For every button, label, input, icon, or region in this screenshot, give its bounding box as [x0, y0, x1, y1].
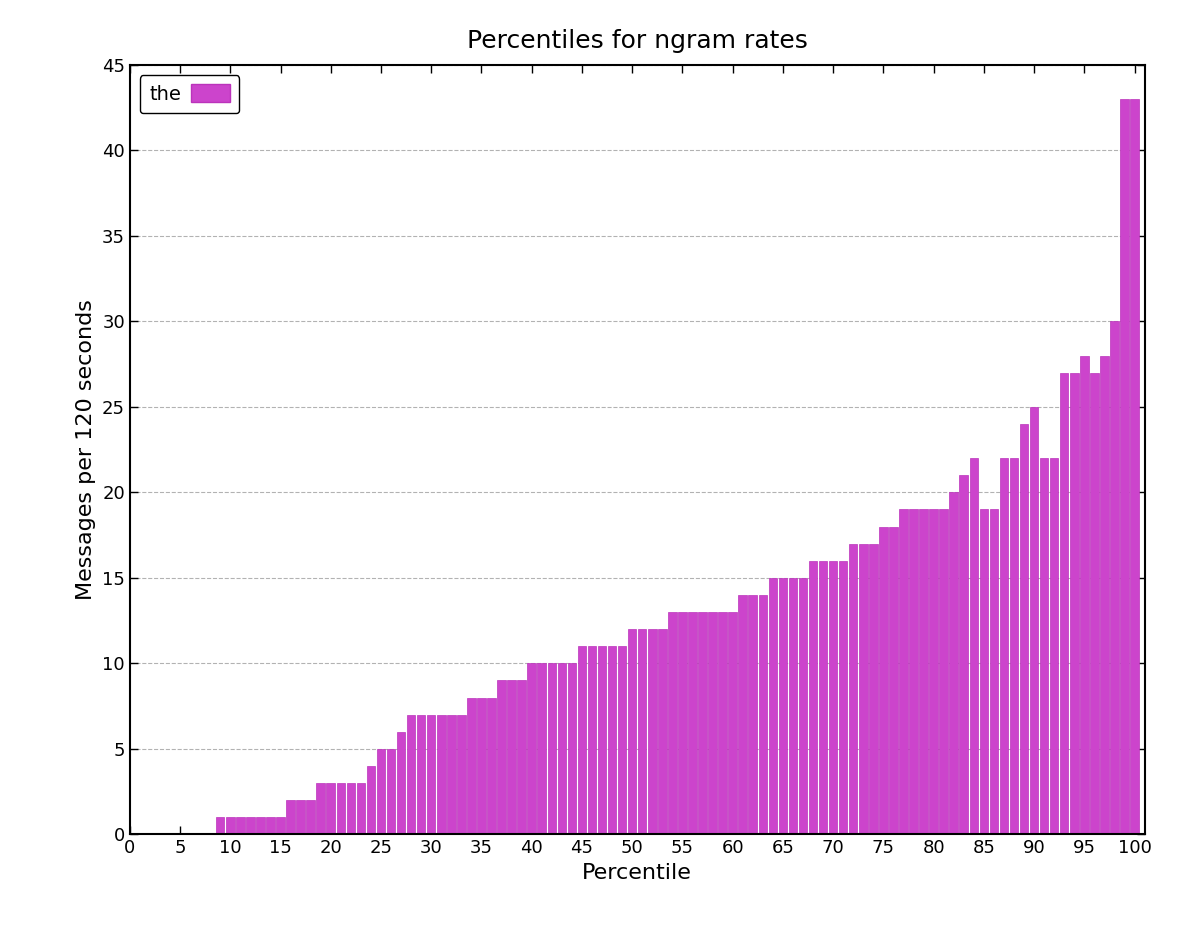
Bar — [497, 680, 506, 834]
Bar — [447, 715, 455, 834]
Bar — [376, 749, 385, 834]
Bar — [748, 595, 758, 834]
Bar — [396, 731, 406, 834]
Bar — [699, 612, 707, 834]
Bar — [548, 664, 556, 834]
Bar — [890, 527, 898, 834]
Bar — [628, 629, 636, 834]
Bar — [819, 561, 827, 834]
Bar — [970, 458, 978, 834]
Bar — [979, 510, 988, 834]
Bar — [537, 664, 546, 834]
Bar — [1040, 458, 1048, 834]
Bar — [367, 766, 375, 834]
Bar — [256, 818, 264, 834]
Bar — [417, 715, 426, 834]
Bar — [1120, 99, 1129, 834]
Bar — [316, 783, 324, 834]
Bar — [768, 578, 778, 834]
Bar — [950, 492, 958, 834]
Bar — [859, 543, 867, 834]
Bar — [437, 715, 446, 834]
Bar — [1090, 373, 1099, 834]
Bar — [1060, 373, 1069, 834]
Bar — [648, 629, 656, 834]
Bar — [1100, 356, 1109, 834]
Bar — [708, 612, 716, 834]
Bar — [296, 800, 304, 834]
Bar — [517, 680, 526, 834]
Bar — [919, 510, 927, 834]
Legend: the: the — [139, 74, 240, 113]
Bar — [959, 476, 968, 834]
Bar — [728, 612, 738, 834]
Y-axis label: Messages per 120 seconds: Messages per 120 seconds — [77, 299, 97, 600]
Bar — [1030, 407, 1038, 834]
Bar — [939, 510, 948, 834]
Title: Percentiles for ngram rates: Percentiles for ngram rates — [467, 30, 807, 53]
Bar — [347, 783, 355, 834]
Bar — [467, 697, 476, 834]
Bar — [598, 646, 607, 834]
Bar — [267, 818, 275, 834]
Bar — [759, 595, 767, 834]
Bar — [477, 697, 486, 834]
Bar — [457, 715, 466, 834]
Bar — [327, 783, 335, 834]
Bar — [578, 646, 586, 834]
Bar — [407, 715, 415, 834]
Bar — [287, 800, 295, 834]
Bar — [247, 818, 255, 834]
Bar — [507, 680, 516, 834]
Bar — [618, 646, 627, 834]
Bar — [608, 646, 616, 834]
Bar — [356, 783, 365, 834]
Bar — [307, 800, 315, 834]
Bar — [678, 612, 687, 834]
Bar — [638, 629, 647, 834]
Bar — [868, 543, 878, 834]
Bar — [387, 749, 395, 834]
Bar — [999, 458, 1008, 834]
Bar — [808, 561, 818, 834]
Bar — [527, 664, 536, 834]
Bar — [910, 510, 918, 834]
Bar — [668, 612, 676, 834]
Bar — [930, 510, 938, 834]
Bar — [1080, 356, 1089, 834]
Bar — [276, 818, 284, 834]
Bar — [719, 612, 727, 834]
Bar — [879, 527, 887, 834]
Bar — [1020, 424, 1028, 834]
Bar — [688, 612, 696, 834]
Bar — [839, 561, 847, 834]
Bar — [779, 578, 787, 834]
Bar — [1070, 373, 1079, 834]
X-axis label: Percentile: Percentile — [582, 863, 693, 883]
Bar — [899, 510, 907, 834]
Bar — [788, 578, 798, 834]
Bar — [236, 818, 244, 834]
Bar — [568, 664, 576, 834]
Bar — [1110, 322, 1119, 834]
Bar — [828, 561, 838, 834]
Bar — [1050, 458, 1058, 834]
Bar — [1010, 458, 1018, 834]
Bar — [990, 510, 998, 834]
Bar — [1130, 99, 1139, 834]
Bar — [848, 543, 858, 834]
Bar — [487, 697, 496, 834]
Bar — [427, 715, 435, 834]
Bar — [588, 646, 596, 834]
Bar — [799, 578, 807, 834]
Bar — [558, 664, 566, 834]
Bar — [336, 783, 345, 834]
Bar — [739, 595, 747, 834]
Bar — [216, 818, 224, 834]
Bar — [658, 629, 667, 834]
Bar — [227, 818, 235, 834]
